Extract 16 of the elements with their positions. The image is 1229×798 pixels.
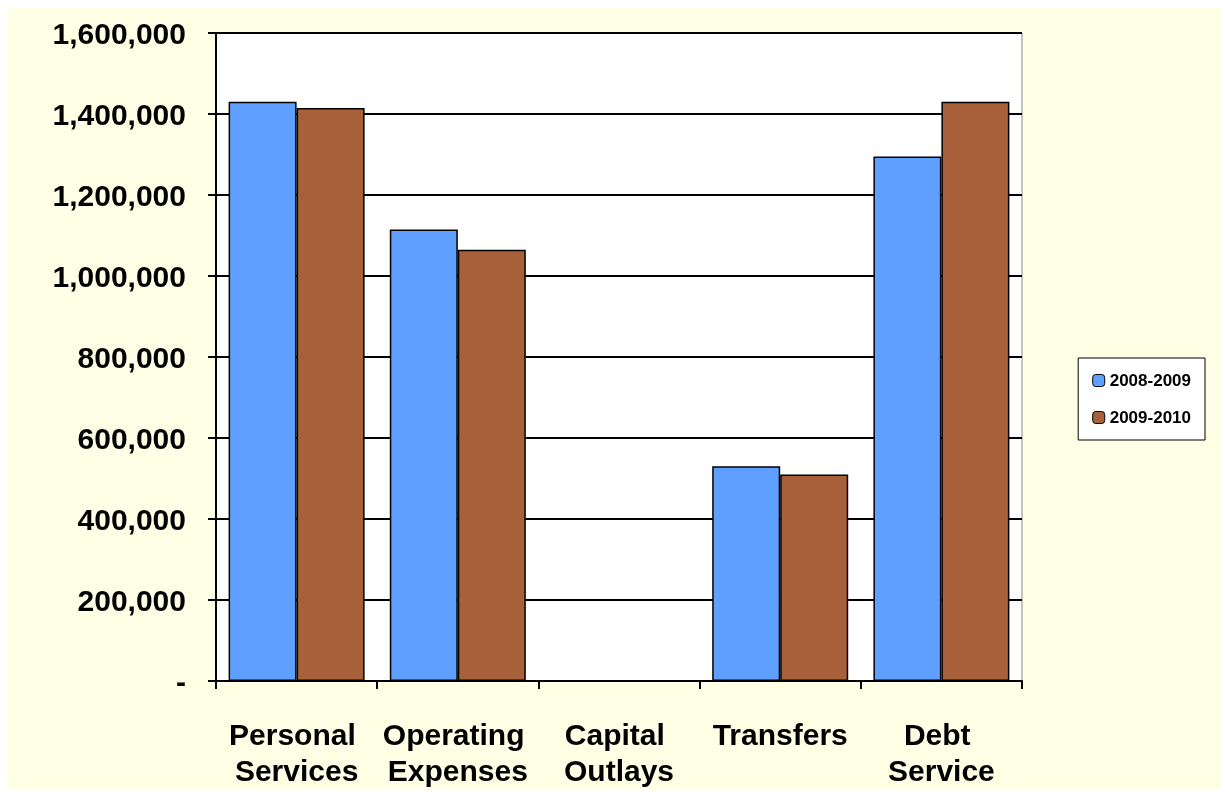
legend-label: 2009-2010 (1109, 408, 1192, 427)
y-tick-label: 200,000 (77, 583, 186, 617)
y-tick-label: 800,000 (77, 340, 186, 374)
x-tick-label: Transfers (712, 717, 848, 751)
y-tick-label: 1,600,000 (52, 16, 186, 50)
y-tick-label: - (176, 664, 186, 698)
x-tick-label: Capital Outlays (563, 717, 675, 787)
y-tick-label: 600,000 (77, 421, 186, 455)
y-tick-label: 1,200,000 (52, 178, 186, 212)
legend-label: 2008-2009 (1109, 371, 1192, 390)
x-tick-label: Debt Service (888, 717, 995, 787)
x-tick-label: Operating Expenses (382, 717, 533, 787)
y-tick-label: 400,000 (77, 502, 186, 536)
y-tick-label: 1,000,000 (52, 259, 186, 293)
y-tick-label: 1,400,000 (52, 97, 186, 131)
x-tick-label: Personal Services (229, 717, 365, 787)
